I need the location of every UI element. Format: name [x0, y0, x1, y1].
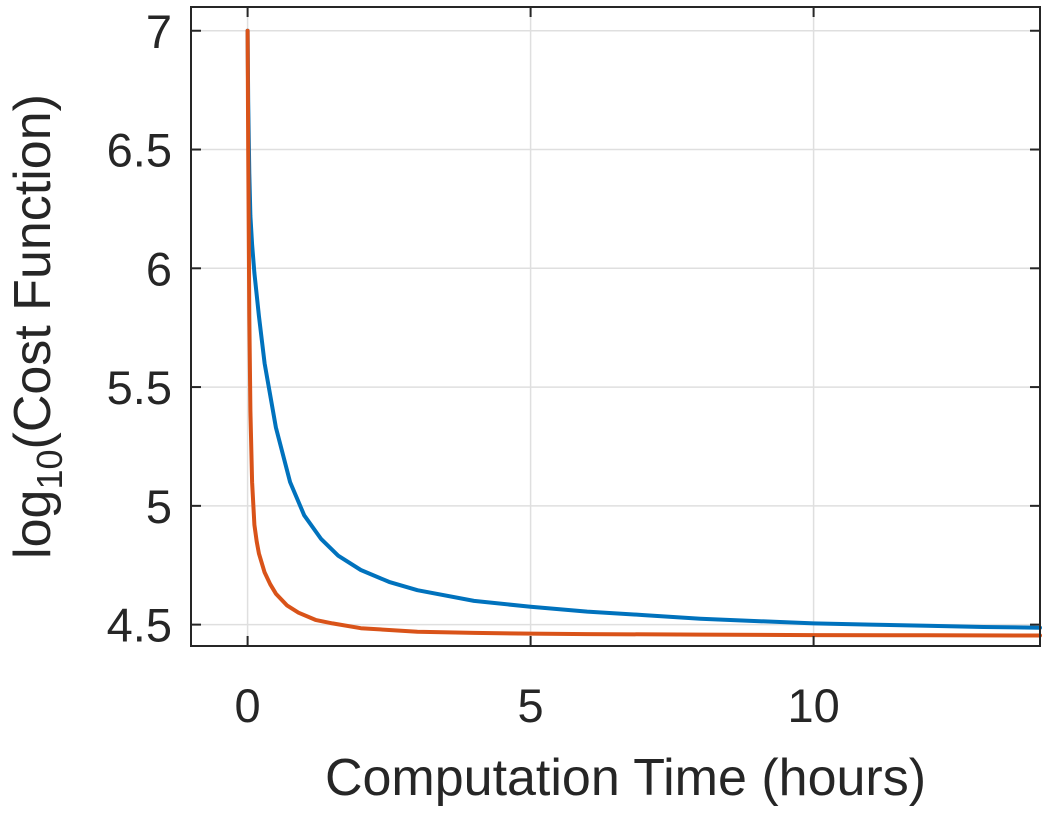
y-axis-label-subscript: 10: [29, 450, 70, 490]
series-lines: [245, 28, 1042, 638]
x-tick-label: 5: [518, 679, 544, 732]
y-axis-label-main: log: [4, 490, 62, 559]
x-tick-labels: 0 5 10: [235, 679, 840, 732]
y-tick-label: 5.5: [107, 361, 172, 414]
x-tick-label: 0: [235, 679, 261, 732]
plot-frame: [190, 6, 1041, 647]
y-tick-label: 5: [146, 480, 172, 533]
y-tick-label: 4.5: [107, 599, 172, 652]
y-tick-label: 6: [146, 242, 172, 295]
series-line-2: [245, 28, 1042, 638]
x-axis-label: Computation Time (hours): [325, 749, 926, 807]
axis-ticks: [191, 7, 1040, 646]
y-tick-label: 7: [146, 5, 172, 58]
y-tick-label: 6.5: [107, 124, 172, 177]
y-tick-labels: 4.5 5 5.5 6 6.5 7: [107, 5, 172, 652]
y-axis-label-tail: (Cost Function): [4, 94, 62, 449]
x-tick-label: 10: [787, 679, 839, 732]
series-line-1: [245, 28, 1042, 630]
y-axis-label: log10(Cost Function): [4, 94, 70, 559]
